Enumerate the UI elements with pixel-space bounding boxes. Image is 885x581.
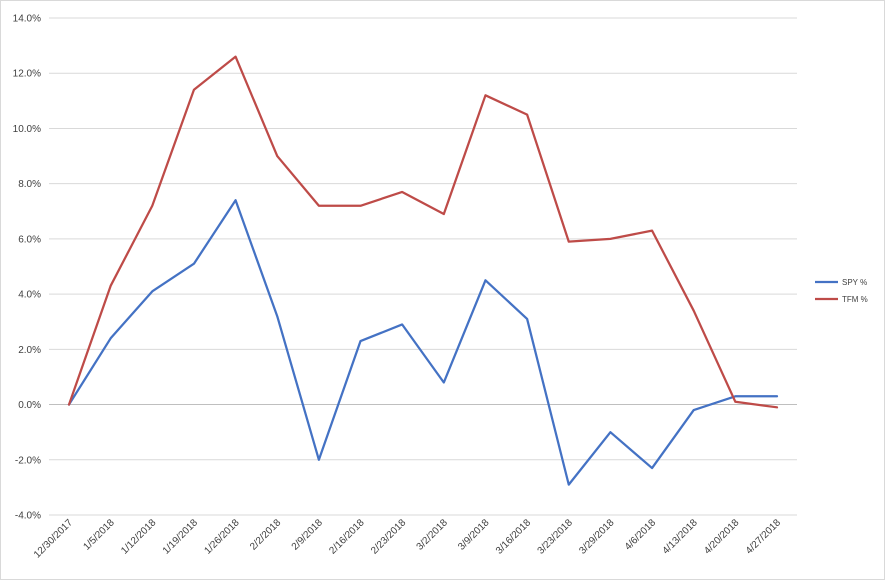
gridlines xyxy=(49,17,797,516)
x-tick-label: 12/30/2017 xyxy=(32,517,75,560)
legend-entry: SPY % xyxy=(842,278,867,287)
x-tick-label: 3/16/2018 xyxy=(494,517,534,557)
x-tick-label: 1/5/2018 xyxy=(81,517,117,553)
y-tick-label: 12.0% xyxy=(13,69,41,80)
x-tick-label: 3/9/2018 xyxy=(456,517,492,553)
y-tick-label: 4.0% xyxy=(18,290,41,301)
x-tick-label: 4/6/2018 xyxy=(623,517,659,553)
y-tick-label: 10.0% xyxy=(13,124,41,135)
x-tick-label: 4/13/2018 xyxy=(661,517,701,557)
legend: SPY % TFM % xyxy=(815,278,868,304)
x-axis-tick-labels: 12/30/2017 1/5/2018 1/12/2018 1/19/2018 1/26… xyxy=(32,517,783,560)
x-tick-label: 2/9/2018 xyxy=(290,517,326,553)
series-lines xyxy=(67,55,779,486)
x-tick-label: 3/2/2018 xyxy=(415,517,451,553)
y-tick-label: 2.0% xyxy=(18,345,41,356)
y-tick-label: -2.0% xyxy=(15,455,41,466)
x-tick-label: 2/23/2018 xyxy=(369,517,409,557)
x-tick-label: 1/26/2018 xyxy=(202,517,242,557)
x-tick-label: 2/2/2018 xyxy=(248,517,284,553)
x-tick-label: 3/29/2018 xyxy=(577,517,617,557)
y-tick-label: 0.0% xyxy=(18,400,41,411)
x-tick-label: 4/27/2018 xyxy=(744,517,784,557)
legend-entry: TFM % xyxy=(842,295,868,304)
x-tick-label: 2/16/2018 xyxy=(327,517,367,557)
x-tick-label: 1/12/2018 xyxy=(119,517,159,557)
y-axis-tick-labels: -4.0% -2.0% 0.0% 2.0% 4.0% 6.0% 8.0% 10.0% 12.0%… xyxy=(13,14,41,522)
x-tick-label: 1/19/2018 xyxy=(161,517,201,557)
x-tick-label: 4/20/2018 xyxy=(702,517,742,557)
series-line-spy xyxy=(67,199,779,486)
y-tick-label: 8.0% xyxy=(18,179,41,190)
y-tick-label: 14.0% xyxy=(13,14,41,25)
x-tick-label: 3/23/2018 xyxy=(536,517,576,557)
y-tick-label: 6.0% xyxy=(18,234,41,245)
series-line-tfm xyxy=(67,55,779,409)
y-tick-label: -4.0% xyxy=(15,511,41,522)
